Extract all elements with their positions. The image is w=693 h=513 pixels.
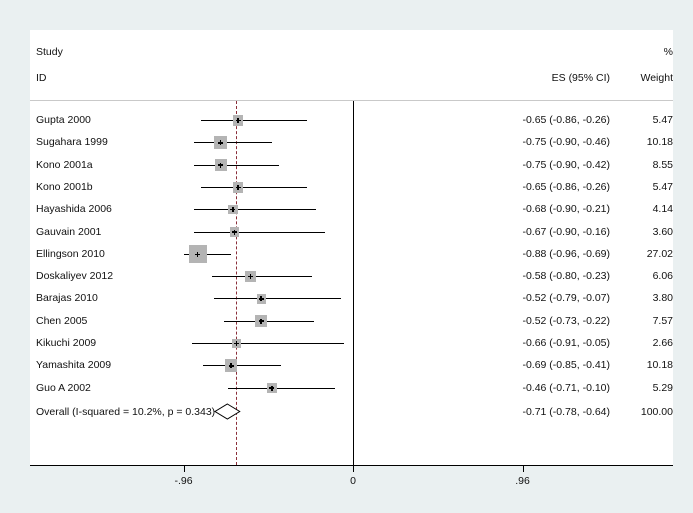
marker-cross-icon [232, 207, 234, 213]
row-weight-value: 10.18 [646, 136, 673, 149]
x-axis-tick [353, 466, 354, 472]
row-es-value: -0.75 (-0.90, -0.46) [522, 136, 610, 149]
marker-cross-icon [230, 363, 232, 369]
confidence-interval-line [227, 387, 336, 389]
row-study-label: Gupta 2000 [36, 114, 91, 126]
confidence-interval-line [194, 142, 272, 144]
x-axis-tick-label: .96 [515, 475, 530, 487]
row-es-value: -0.88 (-0.96, -0.69) [522, 247, 610, 260]
marker-cross-icon [237, 184, 240, 190]
row-study-label: Doskaliyev 2012 [36, 270, 114, 283]
row-weight-value: 6.06 [652, 270, 673, 283]
confidence-interval-line [211, 276, 313, 278]
marker-cross-icon [196, 251, 199, 257]
row-weight-value: 5.29 [652, 381, 673, 394]
confidence-interval-line [194, 164, 279, 166]
confidence-interval-line [201, 120, 308, 121]
confidence-interval-line [192, 343, 345, 344]
row-weight-value: 10.18 [646, 359, 673, 372]
plot-canvas [30, 30, 673, 465]
row-study-label: Guo A 2002 [36, 381, 91, 394]
row-study-label: Kono 2001b [36, 180, 93, 193]
row-weight-value: 8.55 [652, 158, 673, 171]
row-weight-value: 5.47 [652, 180, 673, 193]
row-weight-value: 5.47 [652, 114, 673, 126]
row-es-value: -0.65 (-0.86, -0.26) [522, 114, 610, 126]
row-study-label: Yamashita 2009 [36, 359, 112, 372]
row-study-label: Chen 2005 [36, 314, 88, 327]
row-es-value: -0.58 (-0.80, -0.23) [522, 270, 610, 283]
row-es-value: -0.75 (-0.90, -0.42) [522, 158, 610, 171]
header-weight-pct: % [663, 46, 673, 58]
null-effect-line [353, 101, 354, 465]
row-es-value: -0.67 (-0.90, -0.16) [522, 225, 610, 238]
row-weight-value: 7.57 [652, 314, 673, 327]
pooled-estimate-dashed-line [236, 101, 237, 465]
overall-weight-value: 100.00 [640, 405, 673, 418]
row-es-value: -0.68 (-0.90, -0.21) [522, 203, 610, 216]
confidence-interval-line [202, 365, 281, 367]
marker-cross-icon [233, 229, 236, 235]
marker-cross-icon [270, 385, 273, 391]
row-study-label: Hayashida 2006 [36, 203, 112, 216]
row-es-value: -0.65 (-0.86, -0.26) [522, 180, 610, 193]
confidence-interval-line [194, 231, 325, 233]
row-es-value: -0.66 (-0.91, -0.05) [522, 337, 610, 349]
header-es: ES (95% CI) [551, 72, 610, 84]
row-study-label: Gauvain 2001 [36, 225, 102, 238]
row-weight-value: 4.14 [652, 203, 673, 216]
confidence-interval-line [201, 186, 308, 188]
header-study-line2: ID [36, 72, 47, 84]
marker-cross-icon [237, 118, 240, 123]
row-study-label: Barajas 2010 [36, 292, 98, 305]
row-study-label: Ellingson 2010 [36, 247, 105, 260]
row-study-label: Kono 2001a [36, 158, 93, 171]
header-weight-label: Weight [640, 72, 674, 84]
header-divider [30, 100, 673, 101]
row-study-label: Sugahara 1999 [36, 136, 108, 149]
overall-diamond [214, 403, 241, 420]
confidence-interval-line [183, 253, 232, 255]
x-axis-line [30, 465, 673, 466]
x-axis-tick-label: -.96 [174, 475, 193, 487]
header-study-line1: Study [36, 46, 63, 58]
row-es-value: -0.69 (-0.85, -0.41) [522, 359, 610, 372]
row-es-value: -0.52 (-0.79, -0.07) [522, 292, 610, 305]
row-es-value: -0.46 (-0.71, -0.10) [522, 381, 610, 394]
overall-label: Overall (I-squared = 10.2%, p = 0.343) [36, 405, 216, 418]
confidence-interval-line [194, 209, 316, 211]
marker-cross-icon [260, 318, 262, 324]
confidence-interval-line [213, 298, 341, 300]
marker-cross-icon [235, 341, 238, 346]
x-axis-tick [183, 466, 185, 472]
marker-cross-icon [260, 296, 262, 302]
row-weight-value: 3.60 [652, 225, 673, 238]
marker-cross-icon [219, 162, 222, 168]
marker-cross-icon [219, 140, 222, 146]
x-axis-tick-label: 0 [350, 475, 356, 487]
confidence-interval-line [224, 320, 315, 322]
row-weight-value: 2.66 [652, 337, 673, 349]
row-study-label: Kikuchi 2009 [36, 337, 97, 349]
row-weight-value: 27.02 [646, 247, 673, 260]
row-weight-value: 3.80 [652, 292, 673, 305]
row-es-value: -0.52 (-0.73, -0.22) [522, 314, 610, 327]
marker-cross-icon [249, 274, 252, 280]
overall-es-value: -0.71 (-0.78, -0.64) [522, 405, 610, 418]
x-axis-tick [522, 466, 524, 472]
